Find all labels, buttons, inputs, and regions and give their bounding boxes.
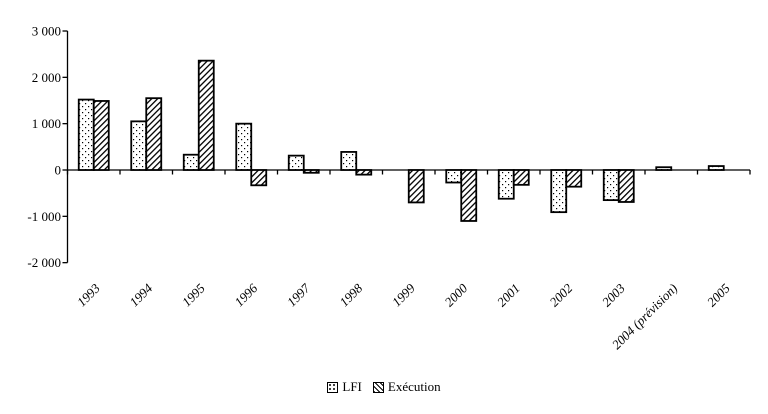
bar-lfi-2004-pr-vision — [655, 166, 673, 171]
y-tick-label-0: 0 — [55, 163, 62, 178]
bar-ex-cution-1995 — [197, 59, 215, 171]
bar-lfi-2002 — [550, 169, 568, 214]
bar-lfi-1995 — [182, 153, 200, 171]
bar-ex-cution-2001 — [512, 169, 530, 186]
y-tick-label-1-000: 1 000 — [32, 116, 61, 131]
x-axis-label-1995: 1995 — [179, 280, 208, 309]
bar-ex-cution-2000 — [460, 169, 478, 222]
bar-ex-cution-2002 — [565, 169, 583, 188]
bar-ex-cution-1999 — [407, 169, 425, 204]
y-tick-label-2-000: 2 000 — [32, 70, 61, 85]
bar-lfi-1994 — [130, 120, 148, 171]
x-axis-label-2003: 2003 — [599, 280, 628, 309]
bar-lfi-2003 — [602, 169, 620, 202]
x-axis-label-2005: 2005 — [704, 280, 733, 309]
x-axis-label-1999: 1999 — [389, 280, 418, 309]
bar-lfi-1997 — [287, 154, 305, 171]
legend-item-execution: Exécution — [372, 379, 441, 395]
x-axis-label-2002: 2002 — [546, 280, 575, 309]
bar-lfi-2005 — [707, 165, 725, 171]
legend-item-lfi: LFI — [327, 379, 362, 395]
bar-lfi-2000 — [445, 169, 463, 184]
y-tick-label-1-000: -1 000 — [27, 209, 61, 224]
lfi-dots-swatch-icon — [327, 381, 339, 393]
x-axis-label-1998: 1998 — [336, 280, 365, 309]
legend-label-lfi: LFI — [342, 379, 362, 394]
bar-lfi-1998 — [340, 151, 358, 171]
x-axis-label-1994: 1994 — [126, 280, 155, 309]
bar-lfi-1993 — [77, 98, 95, 171]
x-axis-label-1997: 1997 — [284, 280, 313, 309]
y-tick-label-2-000: -2 000 — [27, 255, 61, 270]
bar-ex-cution-1994 — [145, 97, 163, 171]
legend-label-execution: Exécution — [387, 379, 441, 394]
bar-lfi-1996 — [235, 122, 253, 171]
bar-ex-cution-2003 — [617, 169, 635, 203]
x-axis-label-2001: 2001 — [494, 281, 523, 310]
execution-hatch-swatch-icon — [372, 381, 384, 393]
x-axis-label-1996: 1996 — [231, 280, 260, 309]
bar-lfi-2001 — [497, 169, 515, 200]
bar-ex-cution-1993 — [92, 100, 110, 171]
chart-legend: LFI Exécution — [0, 379, 768, 395]
bar-ex-cution-1997 — [302, 169, 320, 174]
bar-ex-cution-1996 — [250, 169, 268, 187]
bar-ex-cution-1998 — [355, 169, 373, 176]
y-tick-label-3-000: 3 000 — [32, 24, 61, 39]
x-axis-label-2000: 2000 — [441, 280, 470, 309]
x-axis-label-1993: 1993 — [74, 280, 103, 309]
